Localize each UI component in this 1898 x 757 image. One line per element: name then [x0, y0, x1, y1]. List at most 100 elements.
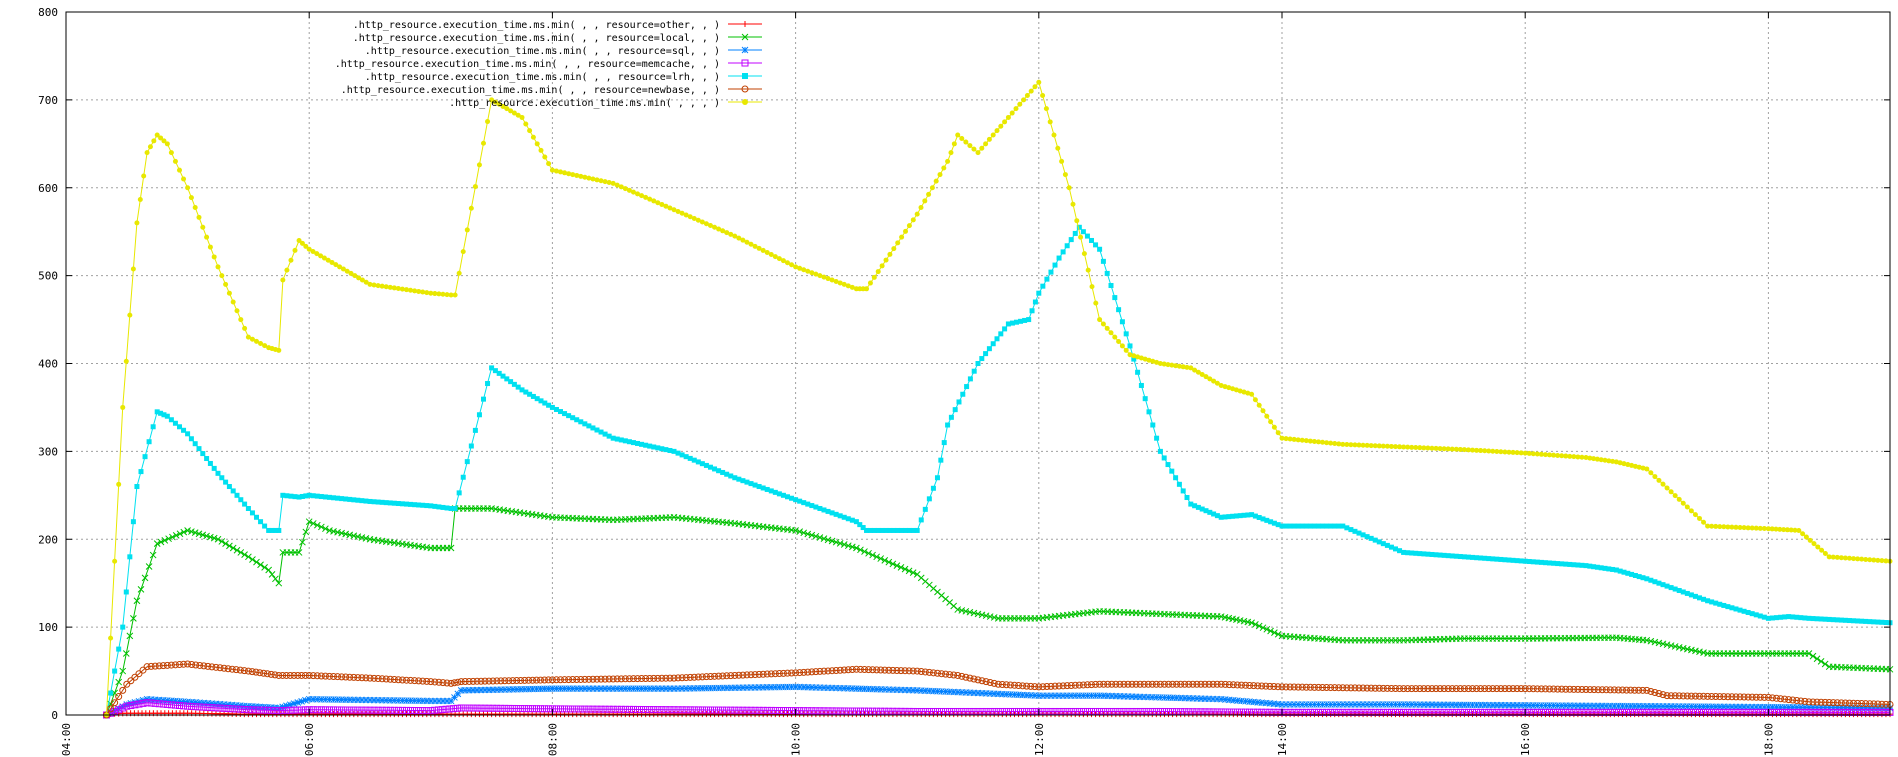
data-point: [228, 665, 236, 673]
data-point: [119, 667, 127, 675]
data-point: [897, 667, 905, 675]
data-point: [933, 707, 941, 715]
data-point: [970, 675, 978, 683]
data-point: [1809, 652, 1817, 660]
data-point: [1080, 229, 1086, 235]
data-point: [127, 312, 133, 318]
data-point: [159, 662, 167, 670]
data-point: [1643, 702, 1651, 710]
data-point: [1461, 554, 1467, 560]
data-point: [938, 688, 945, 695]
data-point: [546, 402, 552, 408]
data-point: [1279, 523, 1285, 529]
data-point: [1704, 692, 1712, 700]
data-point: [1165, 680, 1173, 688]
data-point: [249, 336, 255, 342]
data-point: [1089, 284, 1095, 290]
data-point: [639, 193, 645, 199]
data-point: [1203, 374, 1209, 380]
data-point: [1671, 643, 1679, 650]
data-point: [457, 678, 465, 686]
data-point: [848, 707, 856, 715]
y-tick-label: 600: [38, 182, 58, 195]
data-point: [1752, 693, 1760, 701]
data-point: [724, 230, 730, 236]
data-point: [1517, 685, 1525, 693]
data-point: [525, 705, 533, 713]
data-point: [585, 685, 593, 692]
data-point: [909, 667, 917, 675]
data-point: [602, 431, 608, 437]
data-point: [1842, 617, 1848, 623]
data-point: [783, 707, 791, 715]
data-point: [747, 671, 755, 679]
data-point: [338, 529, 345, 537]
data-point: [1514, 558, 1520, 564]
data-point: [1029, 308, 1035, 314]
data-point: [318, 696, 325, 703]
data-point: [1120, 707, 1128, 715]
data-point: [1635, 686, 1643, 694]
data-point: [1255, 622, 1263, 630]
data-point: [447, 679, 455, 687]
data-point: [909, 569, 917, 576]
data-point: [1177, 680, 1185, 688]
data-point: [1192, 367, 1198, 373]
data-point: [1075, 681, 1083, 689]
data-point: [1623, 702, 1630, 710]
data-point: [1602, 565, 1608, 571]
data-point: [1867, 557, 1873, 563]
data-point: [493, 677, 501, 685]
data-point: [828, 707, 836, 715]
data-point: [1602, 457, 1608, 463]
data-point: [1606, 566, 1612, 572]
data-point: [465, 686, 473, 694]
data-point: [1351, 684, 1359, 692]
data-point: [126, 632, 134, 640]
data-point: [1278, 683, 1286, 691]
data-point: [530, 134, 536, 140]
data-point: [1184, 495, 1190, 501]
data-point: [1752, 703, 1760, 711]
data-point: [1627, 686, 1635, 694]
data-point: [294, 671, 302, 679]
data-point: [1652, 579, 1658, 585]
data-point: [163, 700, 171, 708]
data-point: [1271, 424, 1277, 430]
data-point: [1617, 460, 1623, 466]
data-point: [1144, 693, 1152, 701]
data-point: [509, 677, 517, 685]
data-point: [994, 336, 1000, 342]
data-point: [318, 494, 324, 500]
data-point: [1254, 682, 1262, 690]
data-point: [699, 219, 705, 225]
data-point: [1621, 461, 1627, 467]
data-point: [523, 121, 529, 127]
data-point: [236, 666, 244, 674]
data-point: [871, 274, 877, 280]
data-point: [476, 412, 482, 418]
data-point: [192, 205, 198, 211]
data-point: [1097, 317, 1103, 323]
data-point: [517, 676, 525, 684]
data-point: [812, 684, 820, 691]
data-point: [1392, 701, 1399, 708]
data-point: [699, 684, 706, 692]
data-point: [1072, 230, 1078, 236]
data-point: [606, 433, 612, 439]
data-point: [979, 356, 985, 362]
data-point: [946, 707, 954, 715]
data-point: [212, 663, 220, 671]
data-point: [188, 702, 196, 710]
data-point: [1189, 680, 1197, 688]
data-point: [1165, 694, 1172, 702]
data-point: [605, 675, 613, 683]
legend-label: .http_resource.execution_time.ms.min( , …: [365, 46, 720, 57]
data-point: [663, 203, 669, 209]
data-point: [171, 701, 179, 709]
data-point: [917, 687, 925, 694]
data-point: [1047, 119, 1053, 125]
data-point: [1636, 464, 1642, 470]
data-point: [216, 664, 224, 672]
data-point: [432, 503, 438, 509]
